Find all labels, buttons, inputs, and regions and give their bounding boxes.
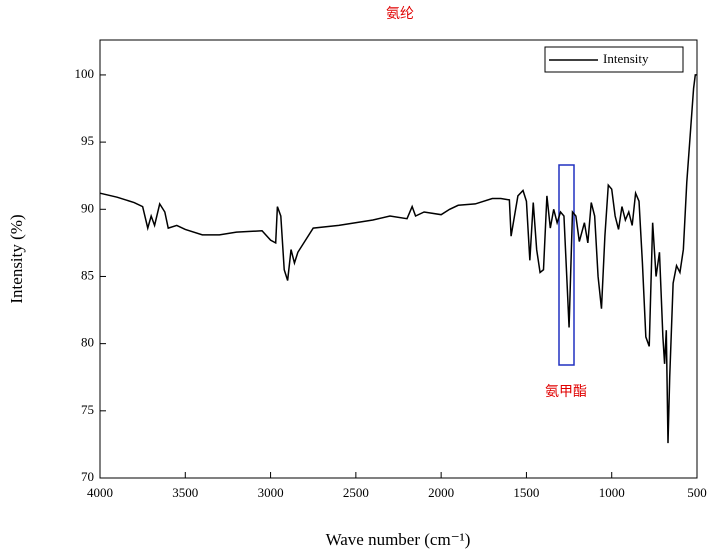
chart-title: 氨纶 [386,6,414,22]
y-tick-label: 70 [81,469,94,484]
y-tick-label: 95 [81,133,94,148]
y-axis-title: Intensity (%) [7,214,26,303]
y-tick-label: 90 [81,200,94,215]
x-axis-title: Wave number (cm⁻¹) [326,530,471,549]
x-tick-label: 1000 [599,485,625,500]
x-tick-label: 2500 [343,485,369,500]
x-tick-label: 2000 [428,485,454,500]
y-tick-label: 80 [81,335,94,350]
x-tick-label: 3500 [172,485,198,500]
y-tick-label: 85 [81,267,94,282]
x-tick-label: 3000 [258,485,284,500]
plot-frame [99,39,698,479]
annotation: 氨甲酯 [545,384,587,400]
highlight-box [558,164,575,366]
x-tick-label: 1500 [513,485,539,500]
y-tick-label: 100 [75,66,95,81]
y-tick-label: 75 [81,402,94,417]
x-tick-label: 500 [687,485,707,500]
x-tick-label: 4000 [87,485,113,500]
legend-label: Intensity [603,51,649,66]
spectrum-line [99,74,697,444]
